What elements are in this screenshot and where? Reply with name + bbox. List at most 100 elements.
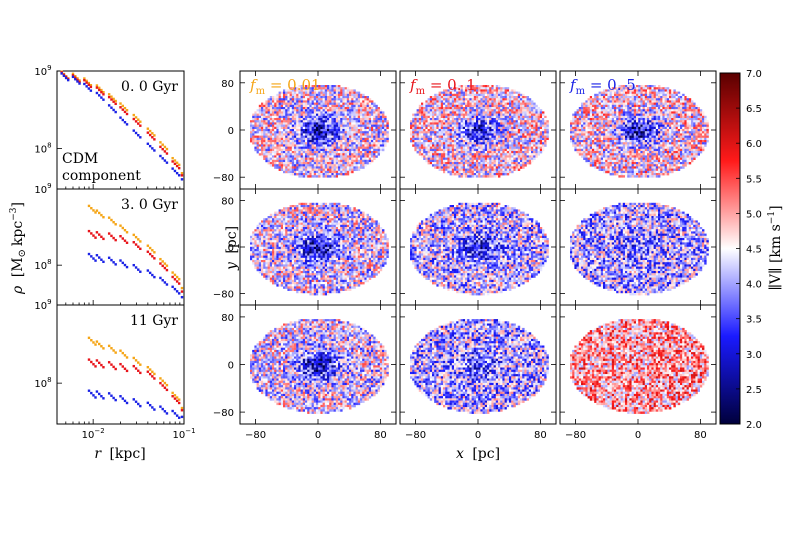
map-cell: [307, 114, 309, 116]
map-cell: [351, 107, 353, 109]
map-cell: [531, 149, 533, 151]
map-cell: [480, 87, 482, 89]
map-cell: [347, 155, 349, 157]
map-cell: [382, 149, 384, 151]
map-cell: [522, 136, 524, 138]
map-cell: [522, 153, 524, 155]
data-point: [90, 392, 92, 394]
map-cell: [498, 171, 500, 173]
map-cell: [347, 120, 349, 122]
map-cell: [509, 162, 511, 164]
map-cell: [283, 162, 285, 164]
map-cell: [292, 94, 294, 96]
map-cell: [489, 114, 491, 116]
map-cell: [342, 158, 344, 160]
map-cell: [436, 131, 438, 133]
map-cell: [320, 114, 322, 116]
map-cell: [450, 153, 452, 155]
map-cell: [520, 149, 522, 151]
map-cell: [353, 109, 355, 111]
map-cell: [276, 131, 278, 133]
map-cell: [480, 140, 482, 142]
map-cell: [612, 100, 614, 102]
map-cell: [272, 155, 274, 157]
map-cell: [452, 140, 454, 142]
map-cell: [480, 131, 482, 133]
map-cell: [472, 147, 474, 149]
map-cell: [474, 153, 476, 155]
map-cell: [640, 100, 642, 102]
map-cell: [454, 147, 456, 149]
map-cell: [351, 144, 353, 146]
map-cell: [329, 158, 331, 160]
map-cell: [371, 105, 373, 107]
map-cell: [421, 109, 423, 111]
map-cell: [364, 162, 366, 164]
map-cell: [336, 129, 338, 131]
map-cell: [436, 107, 438, 109]
map-cell: [640, 85, 642, 87]
map-cell: [447, 105, 449, 107]
map-cell: [279, 158, 281, 160]
map-cell: [511, 98, 513, 100]
map-cell: [338, 151, 340, 153]
map-cell: [461, 144, 463, 146]
map-cell: [662, 98, 664, 100]
map-cell: [472, 162, 474, 164]
map-cell: [419, 153, 421, 155]
map-cell: [498, 116, 500, 118]
map-cell: [465, 96, 467, 98]
map-cell: [533, 109, 535, 111]
map-cell: [375, 122, 377, 124]
map-cell: [340, 120, 342, 122]
map-cell: [540, 147, 542, 149]
map-cell: [358, 109, 360, 111]
map-cell: [336, 107, 338, 109]
map-cell: [505, 122, 507, 124]
map-cell: [436, 127, 438, 129]
map-cell: [320, 98, 322, 100]
map-cell: [496, 140, 498, 142]
map-cell: [378, 109, 380, 111]
map-cell: [358, 151, 360, 153]
map-cell: [649, 98, 651, 100]
map-cell: [458, 138, 460, 140]
map-cell: [463, 171, 465, 173]
map-cell: [531, 160, 533, 162]
map-cell: [305, 158, 307, 160]
map-cell: [494, 114, 496, 116]
data-point: [149, 404, 151, 406]
map-cell: [467, 136, 469, 138]
map-cell: [292, 140, 294, 142]
map-cell: [447, 166, 449, 168]
map-cell: [432, 114, 434, 116]
map-cell: [412, 120, 414, 122]
map-cell: [268, 111, 270, 113]
map-cell: [522, 100, 524, 102]
map-cell: [312, 109, 314, 111]
map-cell: [276, 109, 278, 111]
map-cell: [483, 118, 485, 120]
map-cell: [458, 114, 460, 116]
map-cell: [325, 111, 327, 113]
map-cell: [292, 125, 294, 127]
map-cell: [441, 105, 443, 107]
map-cell: [439, 131, 441, 133]
map-cell: [342, 87, 344, 89]
map-cell: [349, 151, 351, 153]
map-cell: [261, 155, 263, 157]
map-cell: [323, 127, 325, 129]
map-cell: [452, 171, 454, 173]
map-cell: [452, 144, 454, 146]
map-cell: [430, 120, 432, 122]
map-cell: [507, 109, 509, 111]
map-cell: [478, 94, 480, 96]
map-cell: [314, 169, 316, 171]
map-cell: [351, 125, 353, 127]
map-cell: [292, 142, 294, 144]
map-cell: [540, 116, 542, 118]
map-cell: [472, 122, 474, 124]
map-cell: [292, 147, 294, 149]
map-cell: [342, 103, 344, 105]
map-cell: [500, 87, 502, 89]
